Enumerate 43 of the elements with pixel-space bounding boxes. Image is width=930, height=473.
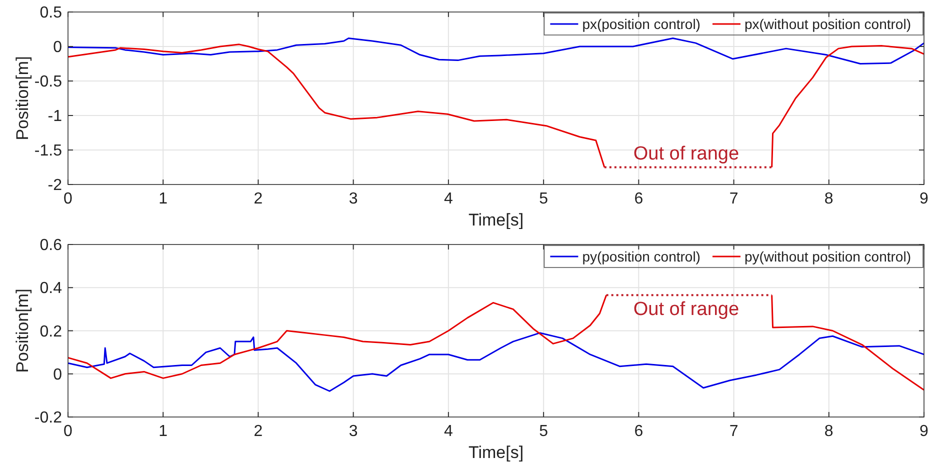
x-tick-label: 6	[634, 423, 644, 440]
legend-label: py(without position control)	[744, 248, 912, 264]
x-tick-label: 9	[920, 190, 929, 208]
x-tick-label: 4	[444, 190, 453, 208]
x-tick-label: 7	[729, 423, 738, 440]
y-axis-title: Position[m]	[13, 288, 32, 373]
legend-label: px(position control)	[582, 16, 700, 32]
y-tick-label: -0.2	[34, 410, 62, 427]
x-tick-label: 1	[158, 423, 168, 440]
x-tick-label: 3	[348, 423, 358, 440]
legend-label: px(without position control)	[744, 16, 912, 32]
y-axis-title: Position[m]	[13, 56, 32, 140]
x-tick-label: 8	[824, 423, 834, 440]
y-tick-label: -0.5	[34, 74, 62, 91]
x-tick-label: 7	[729, 190, 738, 208]
y-tick-label: 0.2	[40, 323, 62, 340]
x-tick-label: 4	[444, 423, 453, 440]
y-tick-label: -1.5	[34, 142, 62, 160]
annotation: Out of range	[633, 143, 740, 164]
line-series	[67, 332, 925, 392]
x-tick-label: 0	[64, 423, 73, 440]
x-tick-label: 3	[348, 190, 358, 208]
annotation: Out of range	[633, 299, 740, 320]
y-tick-label: -1	[48, 108, 62, 126]
y-tick-label: 0.5	[40, 4, 62, 22]
x-tick-label: 5	[539, 423, 548, 440]
x-tick-label: 2	[254, 190, 263, 208]
x-tick-label: 8	[824, 190, 834, 208]
y-tick-label: 0.4	[40, 280, 62, 298]
x-tick-label: 6	[634, 190, 644, 208]
x-tick-label: 0	[64, 190, 73, 208]
y-tick-label: 0	[53, 39, 62, 56]
x-tick-label: 2	[254, 423, 263, 440]
line-series	[67, 37, 925, 64]
x-tick-label: 5	[539, 190, 548, 208]
y-tick-label: 0.6	[40, 237, 62, 254]
x-tick-label: 1	[158, 190, 168, 208]
x-tick-label: 9	[920, 423, 929, 440]
x-axis-title: Time[s]	[468, 210, 524, 230]
y-tick-label: -2	[48, 177, 62, 194]
x-axis-title: Time[s]	[468, 443, 524, 462]
legend-label: py(position control)	[582, 248, 700, 264]
y-tick-label: 0	[53, 366, 62, 384]
